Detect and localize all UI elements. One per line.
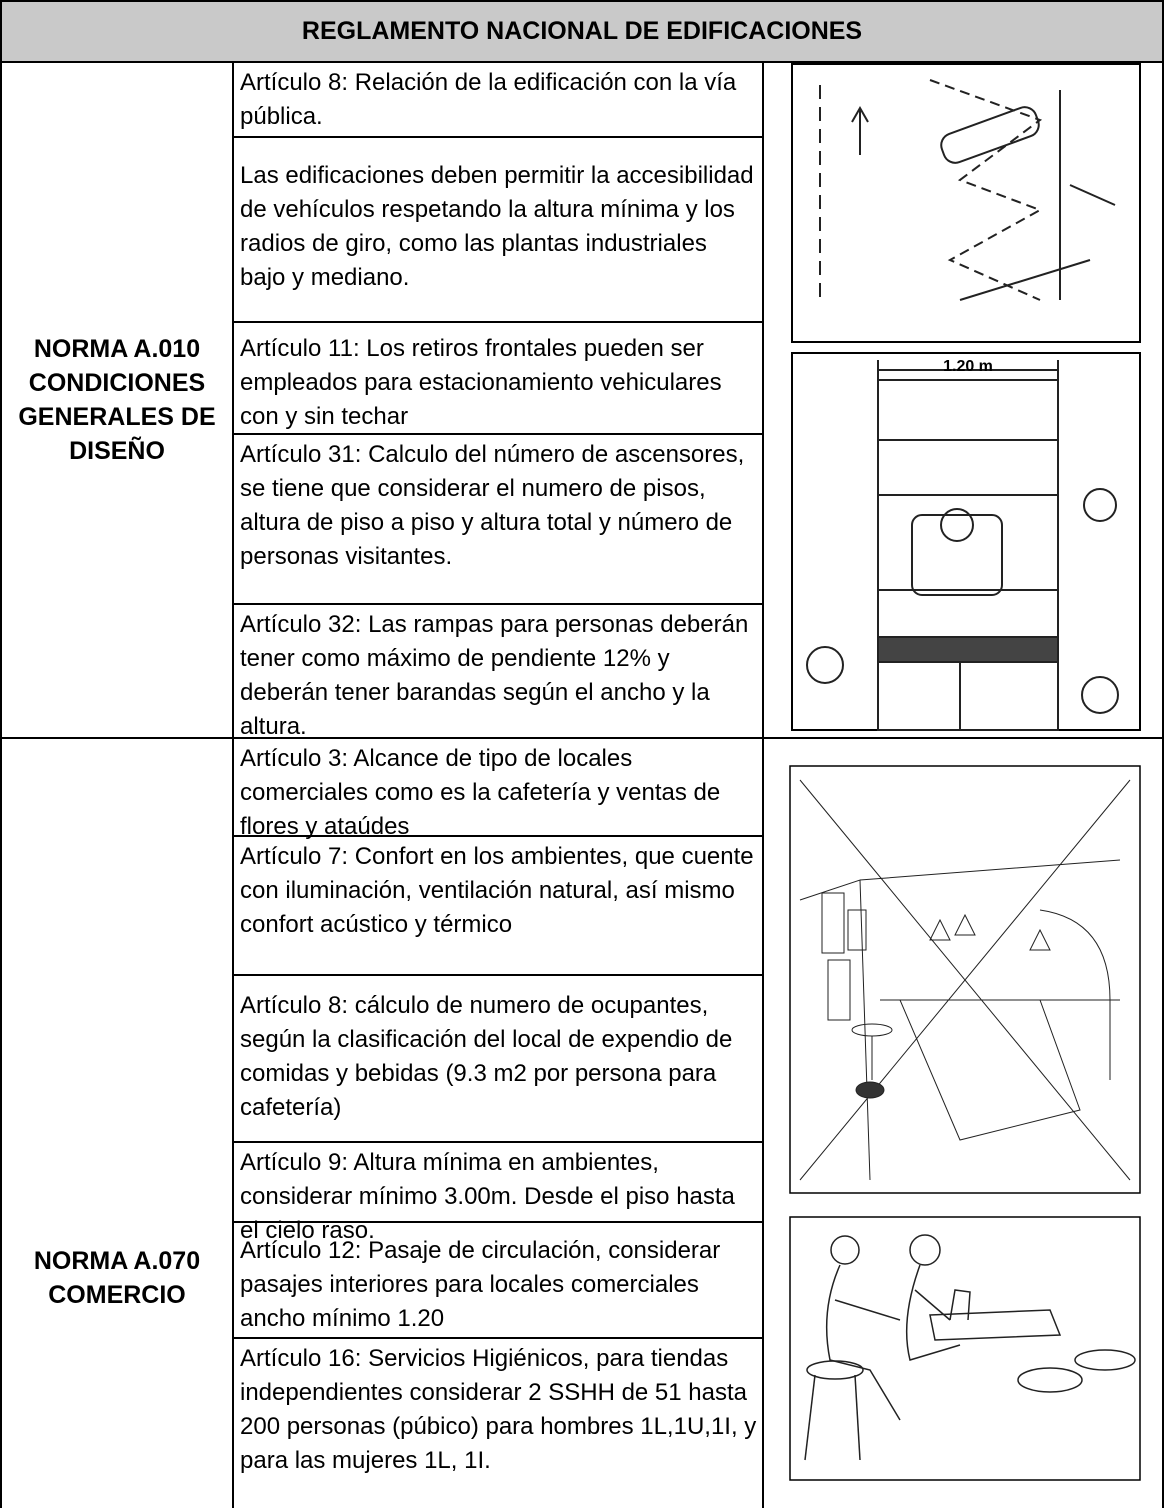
article: Las edificaciones deben permitir la acce…: [232, 137, 764, 323]
article: Artículo 11: Los retiros frontales puede…: [232, 322, 764, 435]
article: Artículo 16: Servicios Higiénicos, para …: [232, 1338, 764, 1508]
section-label: NORMA A.010 CONDICIONES GENERALES DE DIS…: [0, 62, 234, 739]
article: Artículo 3: Alcance de tipo de locales c…: [232, 738, 764, 840]
article: Artículo 9: Altura mínima en ambientes, …: [232, 1142, 764, 1244]
article: Artículo 8: cálculo de numero de ocupant…: [232, 975, 764, 1143]
dimension-label: 1.20 m: [943, 358, 993, 375]
article: Artículo 7: Confort en los ambientes, qu…: [232, 836, 764, 976]
title: REGLAMENTO NACIONAL DE EDIFICACIONES: [0, 0, 1164, 63]
figure-cell: [762, 738, 1164, 1508]
figure-cell: [762, 62, 1164, 739]
article: Artículo 31: Calculo del número de ascen…: [232, 434, 764, 605]
article: Artículo 8: Relación de la edificación c…: [232, 62, 764, 138]
article: Artículo 32: Las rampas para personas de…: [232, 604, 764, 740]
article: Artículo 12: Pasaje de circulación, cons…: [232, 1222, 764, 1339]
